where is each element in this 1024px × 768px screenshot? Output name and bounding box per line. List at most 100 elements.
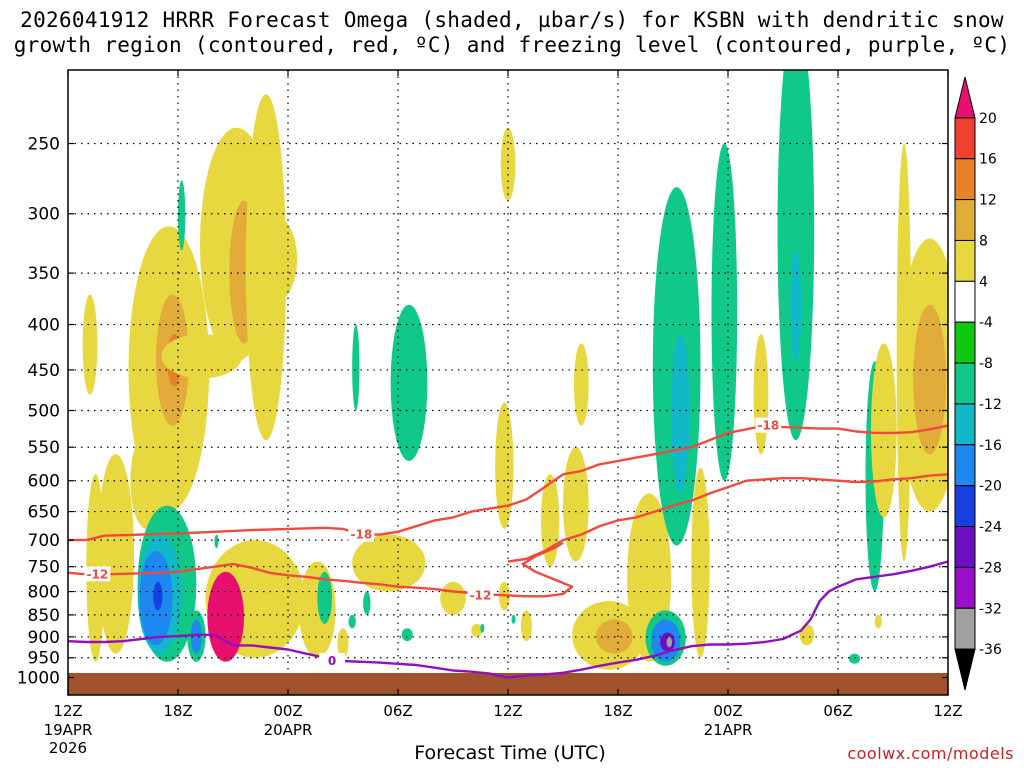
omega-region-34: [495, 402, 514, 529]
omega-region-13: [178, 180, 186, 251]
omega-region-28: [352, 534, 426, 592]
x-axis-label: Forecast Time (UTC): [414, 742, 606, 764]
x-tick-label: 06Z: [823, 702, 852, 720]
omega-region-38: [520, 610, 532, 642]
contour-label: -12: [470, 588, 492, 602]
contour-label-bg: [755, 417, 782, 433]
omega-region-23: [317, 571, 332, 624]
omega-region-55: [790, 250, 802, 362]
y-tick-label: 500: [28, 402, 60, 422]
colorbar-swatch: [954, 362, 976, 405]
omega-region-17: [153, 581, 163, 611]
x-tick-label: 06Z: [383, 702, 412, 720]
contour-dgz-minus18-lower: [507, 473, 948, 563]
colorbar-swatch: [954, 403, 976, 446]
x-tick-label: 18Z: [163, 702, 192, 720]
contour-dgz-minus12: [68, 541, 574, 598]
omega-region-63: [913, 304, 947, 455]
x-tick-label: 12Z: [53, 702, 82, 720]
x-tick-label: 18Z: [603, 702, 632, 720]
colorbar-label: -4: [979, 315, 993, 331]
omega-region-51: [691, 467, 710, 658]
x-tick-year: 2026: [49, 739, 87, 757]
omega-region-29: [390, 304, 428, 461]
colorbar-label: 16: [979, 152, 997, 168]
y-tick-label: 700: [28, 531, 60, 551]
omega-region-58: [874, 614, 882, 629]
y-tick-label: 800: [28, 583, 60, 603]
colorbar-swatch: [954, 117, 976, 160]
omega-region-52: [711, 143, 738, 481]
colorbar-swatch: [954, 566, 976, 609]
omega-region-19: [190, 619, 202, 654]
omega-region-30: [401, 628, 413, 642]
y-tick-label: 400: [28, 316, 60, 336]
contour-label: -18: [757, 419, 779, 433]
contour-label: -12: [86, 567, 108, 581]
contour-label-bg: [467, 587, 494, 603]
y-tick-label: 550: [28, 438, 60, 458]
colorbar-label: -12: [979, 397, 1002, 413]
colorbar-label: -32: [979, 601, 1002, 617]
colorbar-swatch: [954, 239, 976, 282]
colorbar-swatch: [954, 280, 976, 323]
contour-label-bg: [319, 652, 345, 668]
colorbar-swatch: [954, 485, 976, 528]
x-tick-label: 00Z: [273, 702, 302, 720]
y-tick-label: 850: [28, 606, 60, 626]
contour-label-bg: [84, 566, 111, 582]
omega-region-54: [777, 70, 815, 441]
y-tick-label: 300: [28, 205, 60, 225]
colorbar-swatch: [954, 199, 976, 241]
x-tick-date: 21APR: [704, 721, 753, 739]
omega-region-0: [82, 294, 98, 395]
omega-region-40: [574, 343, 589, 426]
colorbar: 20 16 12 8 4 -4 -8 -12 -16 -20 -24 -28 -32 -36: [954, 76, 1002, 691]
x-tick-date: 20APR: [264, 721, 313, 739]
colorbar-swatch: [954, 607, 976, 650]
colorbar-swatch: [954, 526, 976, 568]
y-tick-label: 600: [28, 472, 60, 492]
y-axis: 2503003504004505005506006507007508008509…: [17, 135, 948, 689]
omega-region-25: [348, 614, 356, 629]
omega-region-53: [753, 334, 769, 455]
colorbar-swatch: [954, 158, 976, 201]
omega-region-35: [500, 127, 516, 201]
contour-lines: -18 -18 -12 -12 0: [68, 417, 948, 679]
omega-region-57: [849, 653, 860, 664]
omega-region-20: [207, 571, 245, 662]
colorbar-label: -20: [979, 479, 1002, 495]
omega-region-2: [97, 454, 134, 654]
x-tick-label: 12Z: [933, 702, 962, 720]
contour-freezing-level: [68, 560, 948, 679]
omega-region-26: [352, 324, 360, 411]
colorbar-label: -24: [979, 520, 1002, 536]
y-tick-label: 250: [28, 135, 60, 155]
colorbar-label: -8: [979, 356, 993, 372]
omega-region-32: [471, 623, 483, 637]
colorbar-label: 12: [979, 193, 997, 209]
omega-region-31: [440, 581, 466, 615]
chart-title-line1: 2026041912 HRRR Forecast Omega (shaded, …: [20, 8, 1004, 32]
x-tick-label: 12Z: [493, 702, 522, 720]
omega-region-37: [511, 614, 516, 624]
omega-region-11: [245, 213, 298, 305]
omega-region-41: [563, 447, 589, 562]
omega-region-60: [871, 343, 897, 518]
contour-dgz-minus18: [68, 424, 948, 542]
contour-label: 0: [328, 654, 336, 668]
y-tick-label: 900: [28, 628, 60, 648]
colorbar-label: -28: [979, 560, 1002, 576]
omega-region-50: [666, 636, 673, 648]
credit-text: coolwx.com/models: [847, 744, 1014, 763]
y-tick-label: 650: [28, 503, 60, 523]
colorbar-label: -16: [979, 438, 1002, 454]
colorbar-swatch: [954, 648, 976, 691]
omega-region-56: [799, 623, 815, 646]
omega-region-24: [337, 628, 349, 658]
omega-region-39: [541, 474, 560, 567]
colorbar-label: 8: [979, 233, 988, 249]
contour-label-bg: [348, 526, 375, 542]
y-tick-label: 350: [28, 264, 60, 284]
